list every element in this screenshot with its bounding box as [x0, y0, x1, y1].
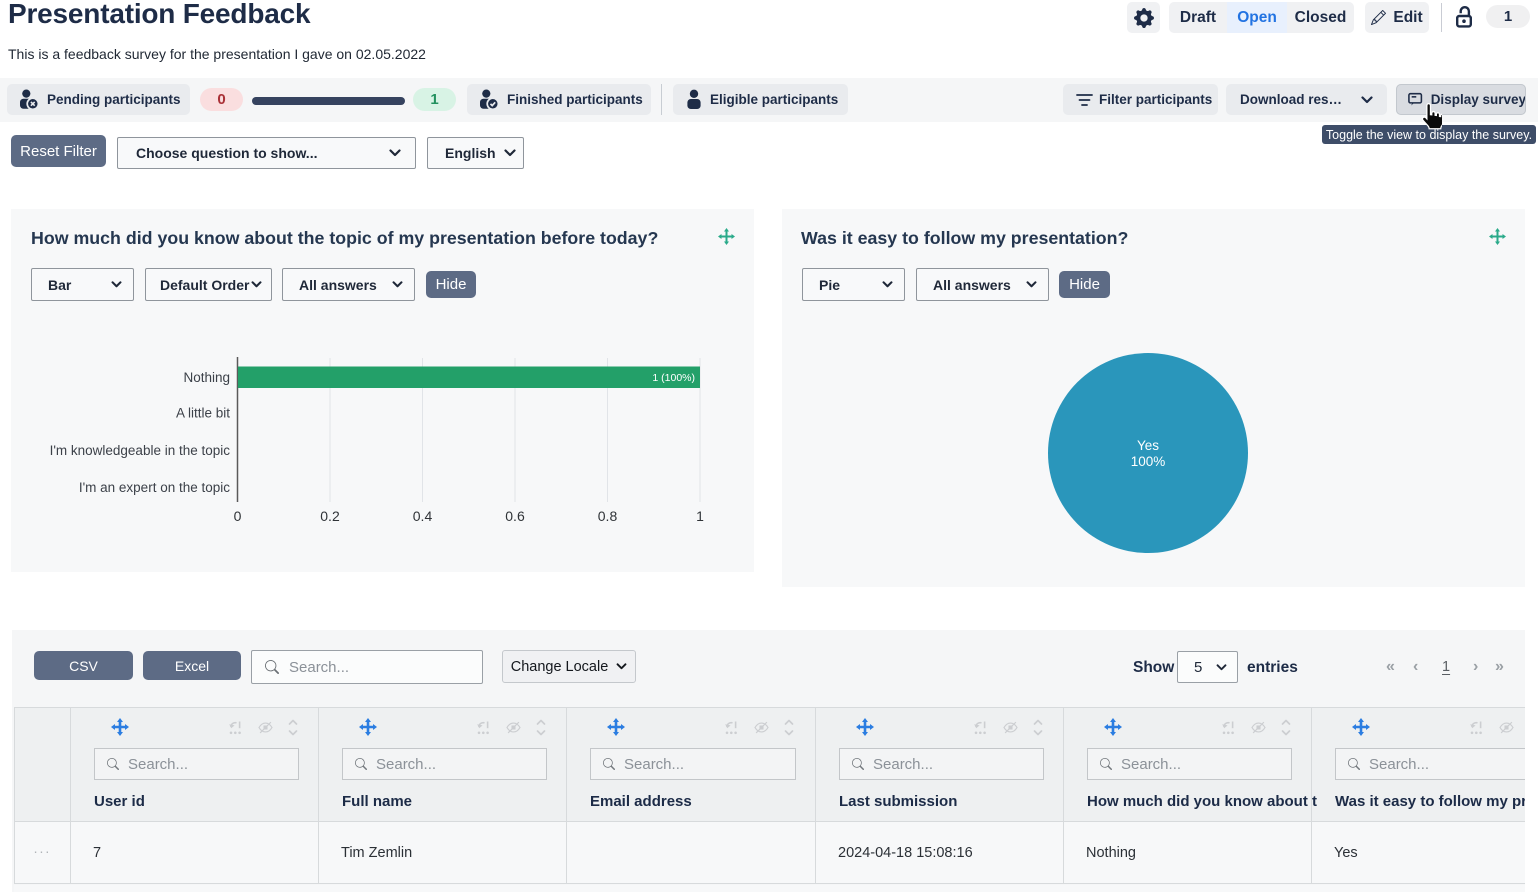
svg-text:0: 0 [234, 508, 242, 524]
svg-text:0.2: 0.2 [320, 508, 340, 524]
svg-text:A little bit: A little bit [176, 406, 230, 421]
svg-text:I'm an expert on the topic: I'm an expert on the topic [79, 480, 230, 495]
svg-text:1: 1 [696, 508, 704, 524]
svg-text:0.6: 0.6 [505, 508, 525, 524]
svg-text:0.4: 0.4 [413, 508, 433, 524]
svg-text:0.8: 0.8 [598, 508, 618, 524]
svg-text:1 (100%): 1 (100%) [652, 372, 695, 384]
svg-text:I'm knowledgeable in the topic: I'm knowledgeable in the topic [50, 443, 231, 458]
svg-text:Nothing: Nothing [183, 370, 230, 385]
